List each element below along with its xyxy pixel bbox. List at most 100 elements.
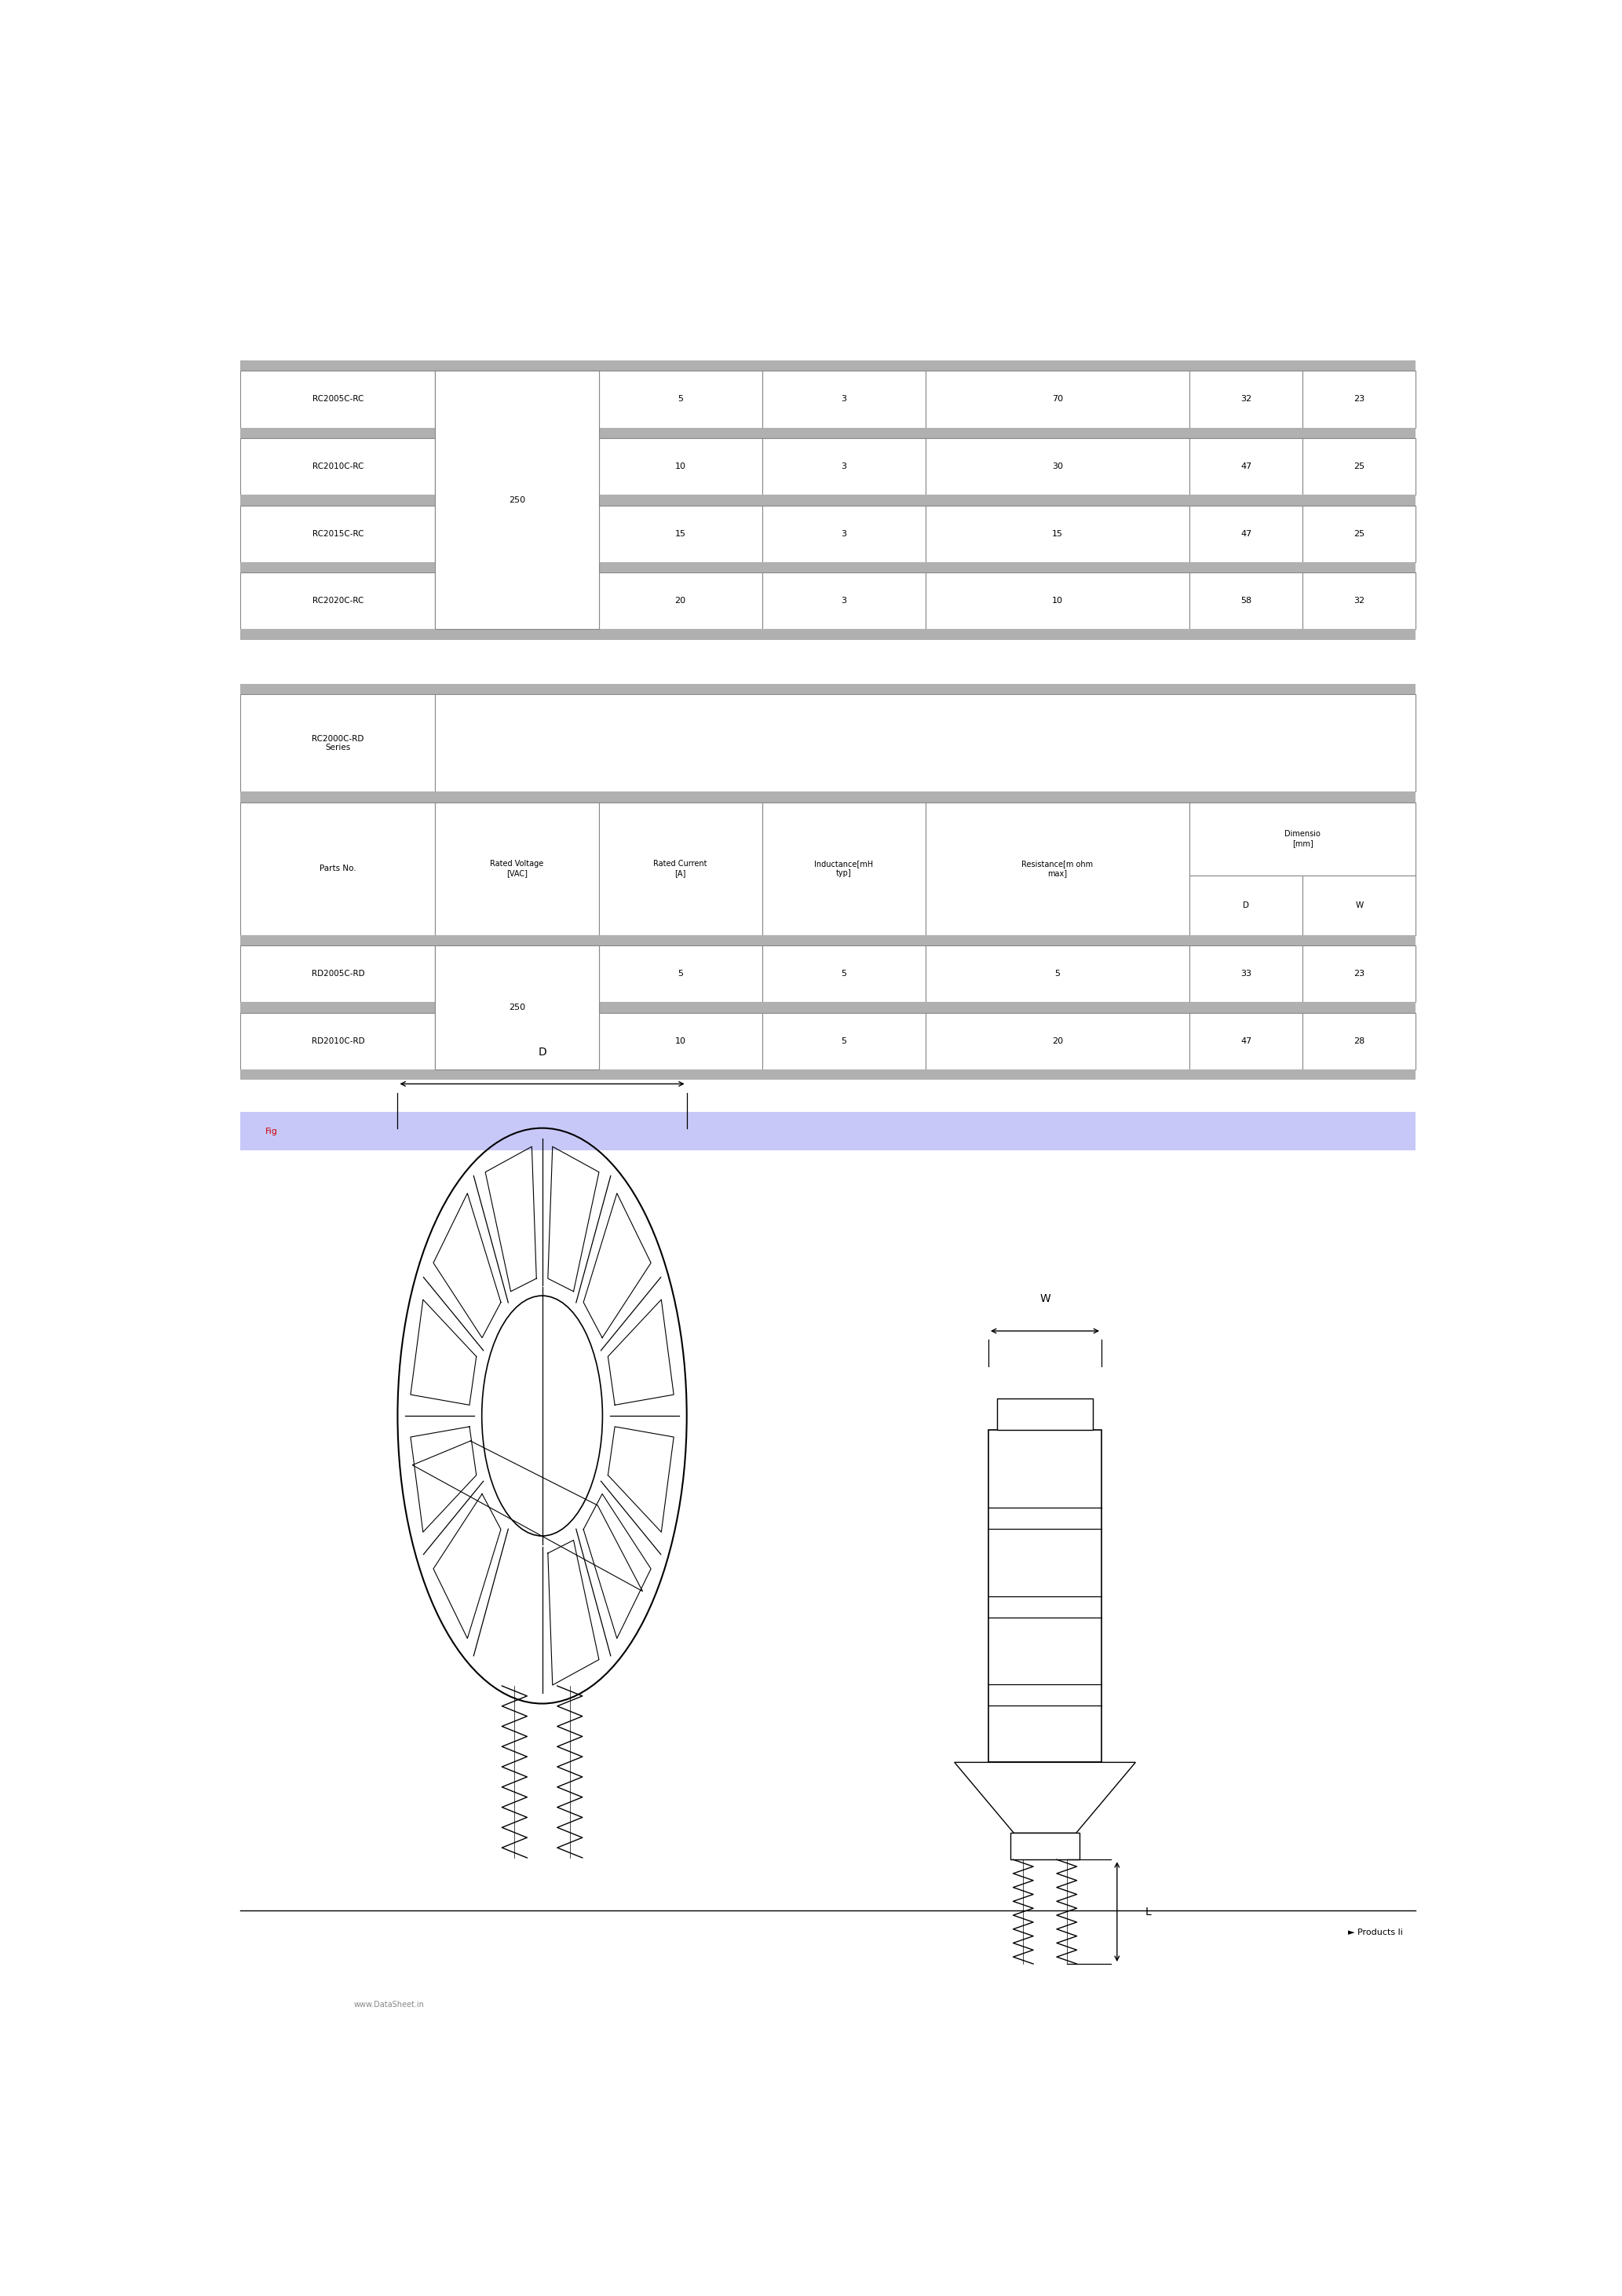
Text: 3: 3 <box>842 597 847 604</box>
Bar <box>926 801 1189 934</box>
Text: 250: 250 <box>509 496 526 503</box>
Text: RD2005C-RD: RD2005C-RD <box>311 969 365 978</box>
Bar <box>1189 372 1302 427</box>
Text: 15: 15 <box>1053 530 1062 537</box>
Bar <box>1189 572 1302 629</box>
Text: RC2020C-RC: RC2020C-RC <box>311 597 363 604</box>
Text: 5: 5 <box>678 969 683 978</box>
Bar <box>240 563 1416 572</box>
Text: 25: 25 <box>1354 461 1364 471</box>
Bar <box>926 572 1189 629</box>
Bar <box>762 372 926 427</box>
Text: W: W <box>1356 902 1362 909</box>
Bar <box>240 792 1416 801</box>
Bar <box>240 801 435 934</box>
Text: 47: 47 <box>1241 1038 1252 1045</box>
Text: Rated Current
[A]: Rated Current [A] <box>654 861 707 877</box>
Bar <box>240 1070 1416 1079</box>
Bar <box>1302 875 1416 934</box>
Text: RC2005C-RC: RC2005C-RC <box>311 395 363 404</box>
Text: 3: 3 <box>842 461 847 471</box>
Bar <box>240 934 1416 946</box>
Text: www.DataSheet.in: www.DataSheet.in <box>354 2000 425 2009</box>
Bar <box>240 439 435 494</box>
Text: Fig: Fig <box>266 1127 277 1134</box>
Bar <box>599 372 762 427</box>
Text: 23: 23 <box>1354 395 1364 404</box>
Bar <box>926 1013 1189 1070</box>
Bar <box>988 1430 1101 1763</box>
Bar <box>435 505 599 563</box>
Bar <box>599 946 762 1001</box>
Bar <box>1189 875 1302 934</box>
Bar <box>998 1398 1093 1430</box>
Text: W: W <box>1040 1293 1051 1304</box>
Bar <box>240 1111 1416 1150</box>
Text: 5: 5 <box>842 969 847 978</box>
Bar <box>599 439 762 494</box>
Bar <box>1189 505 1302 563</box>
Text: 70: 70 <box>1053 395 1062 404</box>
Bar <box>599 1013 762 1070</box>
Text: 20: 20 <box>675 597 686 604</box>
Bar <box>1302 439 1416 494</box>
Text: 23: 23 <box>1354 969 1364 978</box>
Text: 47: 47 <box>1241 530 1252 537</box>
Text: Resistance[m ohm
max]: Resistance[m ohm max] <box>1022 861 1093 877</box>
Bar <box>1302 946 1416 1001</box>
Bar <box>435 693 1416 792</box>
Bar <box>240 505 435 563</box>
Text: RC2000C-RD
Series: RC2000C-RD Series <box>311 735 363 751</box>
Text: ► Products li: ► Products li <box>1348 1929 1403 1936</box>
Bar <box>435 801 599 934</box>
Bar <box>240 946 435 1001</box>
Bar <box>926 505 1189 563</box>
Text: Inductance[mH
typ]: Inductance[mH typ] <box>814 861 873 877</box>
Bar <box>240 427 1416 439</box>
Text: 3: 3 <box>842 530 847 537</box>
Bar <box>1302 505 1416 563</box>
Bar <box>1302 1013 1416 1070</box>
Text: 47: 47 <box>1241 461 1252 471</box>
Text: 10: 10 <box>1053 597 1062 604</box>
Text: 15: 15 <box>675 530 686 537</box>
Text: 20: 20 <box>1053 1038 1062 1045</box>
Text: 28: 28 <box>1354 1038 1364 1045</box>
Bar <box>1189 439 1302 494</box>
Bar <box>240 1001 1416 1013</box>
Bar <box>435 946 599 1001</box>
Bar <box>435 946 599 1070</box>
Bar <box>1302 572 1416 629</box>
Text: 58: 58 <box>1241 597 1252 604</box>
Text: 32: 32 <box>1354 597 1364 604</box>
Text: 32: 32 <box>1241 395 1252 404</box>
Bar <box>1011 1832 1079 1860</box>
Bar <box>762 572 926 629</box>
Bar <box>599 572 762 629</box>
Bar <box>926 439 1189 494</box>
Bar <box>599 801 762 934</box>
Text: 5: 5 <box>842 1038 847 1045</box>
Bar <box>926 372 1189 427</box>
Bar <box>240 360 1416 372</box>
Text: 30: 30 <box>1053 461 1062 471</box>
Bar <box>1189 1013 1302 1070</box>
Text: 3: 3 <box>842 395 847 404</box>
Bar <box>240 629 1416 641</box>
Bar <box>435 439 599 494</box>
Bar <box>240 372 435 427</box>
Bar <box>762 801 926 934</box>
Text: L: L <box>1145 1906 1152 1917</box>
Text: D: D <box>1242 902 1249 909</box>
Bar <box>926 946 1189 1001</box>
Bar <box>1302 372 1416 427</box>
Bar <box>240 693 435 792</box>
Bar <box>240 1013 435 1070</box>
Text: RC2010C-RC: RC2010C-RC <box>311 461 363 471</box>
Bar <box>762 505 926 563</box>
Bar <box>599 505 762 563</box>
Bar <box>1189 801 1416 875</box>
Text: Parts No.: Parts No. <box>320 866 357 872</box>
Bar <box>435 372 599 427</box>
Text: 10: 10 <box>675 461 686 471</box>
